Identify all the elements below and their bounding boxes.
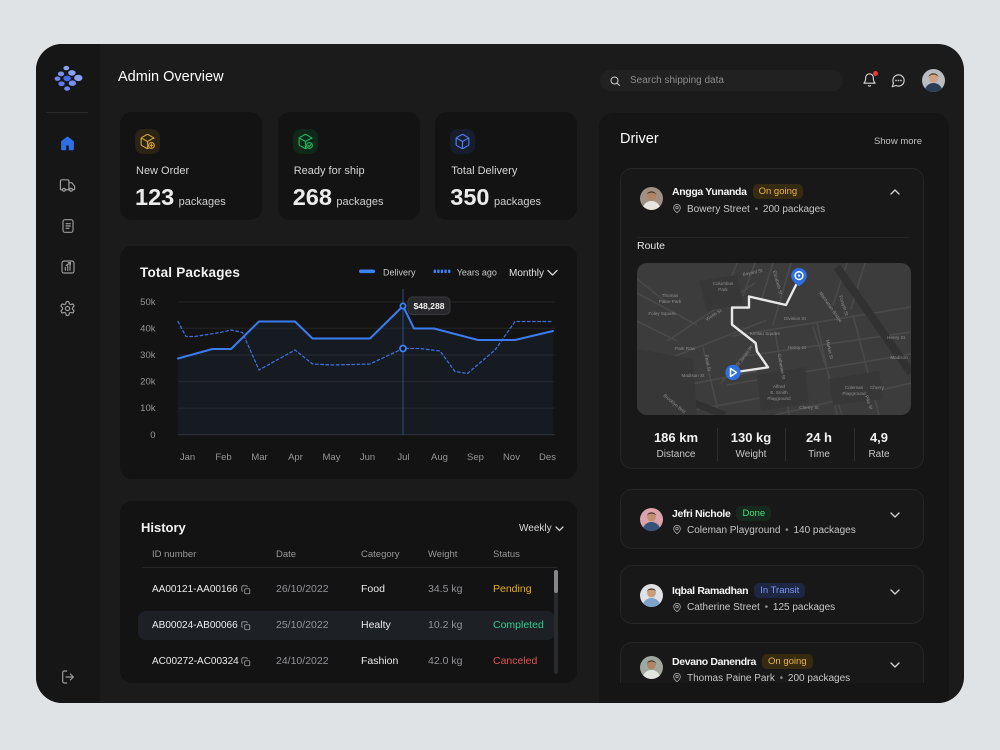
svg-text:40k: 40k: [140, 323, 156, 334]
svg-text:Jul: Jul: [397, 452, 409, 463]
svg-text:Madison: Madison: [890, 355, 908, 360]
svg-text:10k: 10k: [140, 403, 156, 414]
svg-text:Feb: Feb: [215, 452, 231, 463]
svg-text:Sep: Sep: [467, 452, 484, 463]
svg-text:Nov: Nov: [503, 452, 520, 463]
svg-text:Park Row: Park Row: [675, 346, 696, 351]
svg-text:Alfred: Alfred: [773, 384, 785, 389]
svg-text:Thomas: Thomas: [662, 293, 679, 298]
svg-text:Catherine St: Catherine St: [777, 354, 786, 381]
svg-text:Playground: Playground: [842, 391, 866, 396]
svg-text:Cherry St: Cherry St: [799, 405, 819, 410]
svg-text:Apr: Apr: [288, 452, 303, 463]
svg-text:Columbus: Columbus: [713, 281, 734, 286]
svg-text:Jan: Jan: [180, 452, 195, 463]
svg-text:Delivery: Delivery: [383, 268, 416, 278]
svg-text:Paine Park: Paine Park: [659, 299, 682, 304]
svg-text:0: 0: [150, 430, 155, 441]
svg-text:Aug: Aug: [431, 452, 448, 463]
svg-text:Playground: Playground: [767, 396, 791, 401]
svg-text:E. Smith: E. Smith: [770, 390, 788, 395]
svg-text:Pike St: Pike St: [864, 395, 874, 411]
svg-text:50k: 50k: [140, 297, 156, 308]
svg-text:Jun: Jun: [360, 452, 375, 463]
svg-text:Henry St: Henry St: [788, 345, 807, 350]
svg-text:May: May: [323, 452, 341, 463]
svg-text:Market St: Market St: [825, 339, 834, 360]
svg-text:Bayard St: Bayard St: [742, 268, 763, 277]
svg-text:$48,288: $48,288: [413, 301, 444, 311]
svg-text:Cherry: Cherry: [870, 385, 884, 390]
svg-text:Coleman: Coleman: [845, 385, 864, 390]
svg-text:Mar: Mar: [251, 452, 267, 463]
svg-text:20k: 20k: [140, 377, 156, 388]
svg-text:Forsyth St: Forsyth St: [838, 295, 849, 317]
svg-text:Henry St: Henry St: [887, 335, 906, 340]
svg-text:Pearl St: Pearl St: [704, 354, 712, 372]
svg-text:Monthly: Monthly: [509, 268, 544, 279]
svg-text:Park: Park: [718, 287, 728, 292]
svg-text:Madison St: Madison St: [682, 373, 706, 378]
svg-text:Kimlau Square: Kimlau Square: [750, 331, 781, 336]
svg-text:Years ago: Years ago: [457, 268, 497, 278]
svg-text:Division St: Division St: [784, 316, 806, 321]
svg-text:Elizabeth St: Elizabeth St: [772, 270, 783, 296]
svg-text:Foley Square: Foley Square: [648, 311, 676, 316]
svg-text:Des: Des: [539, 452, 556, 463]
svg-text:30k: 30k: [140, 350, 156, 361]
